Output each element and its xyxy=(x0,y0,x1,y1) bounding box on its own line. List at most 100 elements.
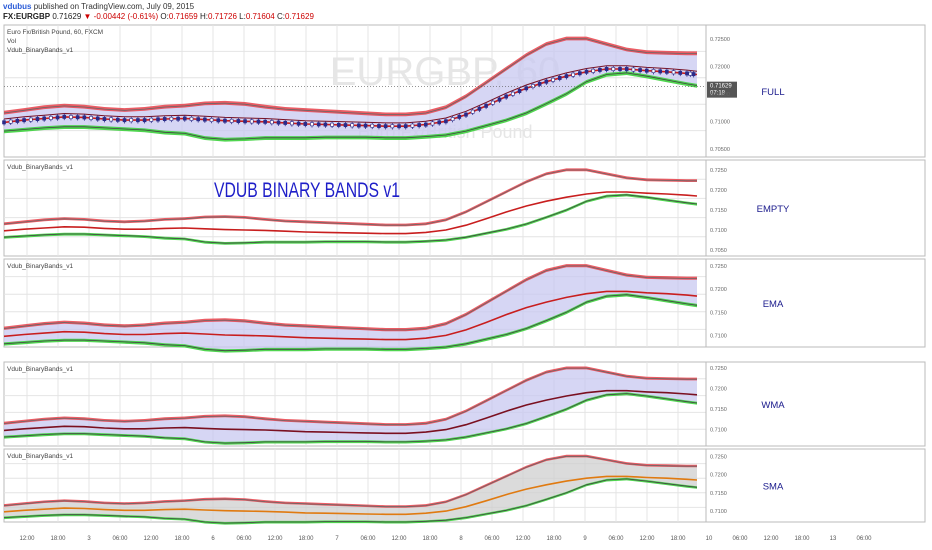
candle-body xyxy=(176,116,180,121)
candle-body xyxy=(270,120,274,125)
band-fill xyxy=(4,265,697,351)
candle-body xyxy=(618,67,622,71)
candle-body xyxy=(651,69,656,73)
candle-body xyxy=(517,89,522,93)
panel-label: FULL xyxy=(761,87,784,98)
candle-body xyxy=(256,119,261,124)
band-fill xyxy=(4,38,697,140)
high-value: 0.71726 xyxy=(207,12,237,21)
candle-body xyxy=(671,70,676,75)
candle-body xyxy=(209,118,214,122)
y-tick-label: 0.71500 xyxy=(710,92,730,98)
candle-body xyxy=(122,118,127,123)
x-tick-label: 06:00 xyxy=(856,536,872,542)
x-tick-label: 12:00 xyxy=(515,536,531,542)
candle-body xyxy=(89,116,93,120)
mid-line xyxy=(3,68,698,127)
candle-body xyxy=(691,72,696,77)
mid-line xyxy=(3,475,698,516)
candle-body xyxy=(444,119,448,124)
x-tick-label: 7 xyxy=(335,536,339,542)
candle-body xyxy=(2,120,6,125)
candle-body xyxy=(370,123,375,128)
candle-body xyxy=(511,91,515,96)
candle-body xyxy=(290,121,294,126)
candle-body xyxy=(477,106,482,111)
mid-line xyxy=(3,290,698,341)
y-tick-label: 0.7050 xyxy=(710,248,727,254)
candle-body xyxy=(497,97,502,102)
candle-body xyxy=(22,118,26,123)
candle-body xyxy=(95,116,100,121)
low-value: 0.71604 xyxy=(245,12,275,21)
y-tick-label: 0.7100 xyxy=(710,333,727,339)
candle-body xyxy=(457,114,462,119)
candle-body xyxy=(403,124,408,129)
candle-body xyxy=(263,119,267,124)
panel-label: EMPTY xyxy=(757,204,790,215)
candle-body xyxy=(564,74,569,79)
candle-body xyxy=(42,116,46,121)
candle-body xyxy=(69,115,73,119)
candle-body xyxy=(390,124,395,129)
candle-body xyxy=(350,123,354,128)
candle-body xyxy=(584,69,589,74)
panel-label: EMA xyxy=(763,299,784,310)
legend-text: Vol xyxy=(7,38,17,45)
candle-body xyxy=(196,117,200,122)
x-tick-label: 9 xyxy=(583,536,587,542)
panel-label: SMA xyxy=(763,482,784,493)
candle-body xyxy=(450,117,455,122)
candle-body xyxy=(189,116,194,121)
legend-text: Vdub_BinaryBands_v1 xyxy=(7,366,74,373)
x-tick-label: 18:00 xyxy=(50,536,66,542)
panel-frame xyxy=(3,24,926,158)
open-value: 0.71659 xyxy=(168,12,198,21)
candle-body xyxy=(15,118,20,123)
candle-body xyxy=(424,122,428,127)
y-tick-label: 0.7250 xyxy=(710,366,727,372)
candle-body xyxy=(638,68,642,73)
candle-body xyxy=(62,114,67,119)
candle-body xyxy=(169,116,174,121)
candle-body xyxy=(571,72,575,77)
candle-body xyxy=(102,117,107,122)
x-tick-label: 13 xyxy=(830,536,837,542)
open-label: O: xyxy=(160,12,169,21)
candle-body xyxy=(283,120,288,125)
candle-body xyxy=(688,71,693,76)
published-text: published on TradingView.com, July 09, 2… xyxy=(33,2,195,11)
symbol-name: FX:EURGBP xyxy=(3,12,51,21)
x-tick-label: 18:00 xyxy=(174,536,190,542)
chart-header: vdubus published on TradingView.com, Jul… xyxy=(3,2,929,24)
x-tick-label: 12:00 xyxy=(763,536,779,542)
candle-body xyxy=(336,122,341,127)
x-tick-label: 8 xyxy=(459,536,463,542)
candle-body xyxy=(665,69,669,74)
y-tick-label: 0.70500 xyxy=(710,147,730,153)
candle-body xyxy=(136,118,140,123)
candle-body xyxy=(28,117,33,122)
y-tick-label: 0.7200 xyxy=(710,188,727,194)
x-tick-label: 18:00 xyxy=(298,536,314,542)
y-tick-label: 0.7250 xyxy=(710,454,727,460)
candle-body xyxy=(484,103,488,108)
close-label: C: xyxy=(276,12,285,21)
x-tick-label: 3 xyxy=(87,536,91,542)
candle-body xyxy=(624,67,629,71)
y-tick-label: 0.7250 xyxy=(710,264,727,270)
y-tick-label: 0.72500 xyxy=(710,37,730,43)
legend-text: Vdub_BinaryBands_v1 xyxy=(7,453,74,460)
candle-body xyxy=(109,117,113,122)
publish-line: vdubus published on TradingView.com, Jul… xyxy=(3,2,929,12)
candle-body xyxy=(129,118,134,123)
candle-body xyxy=(330,122,334,127)
y-tick-label: 0.7150 xyxy=(710,491,727,497)
upper-band-edge xyxy=(3,169,697,226)
x-tick-label: 12:00 xyxy=(19,536,35,542)
candle-body xyxy=(383,124,388,129)
y-tick-label: 0.7150 xyxy=(710,407,727,413)
candle-body xyxy=(464,112,468,117)
author-link[interactable]: vdubus xyxy=(3,2,32,11)
